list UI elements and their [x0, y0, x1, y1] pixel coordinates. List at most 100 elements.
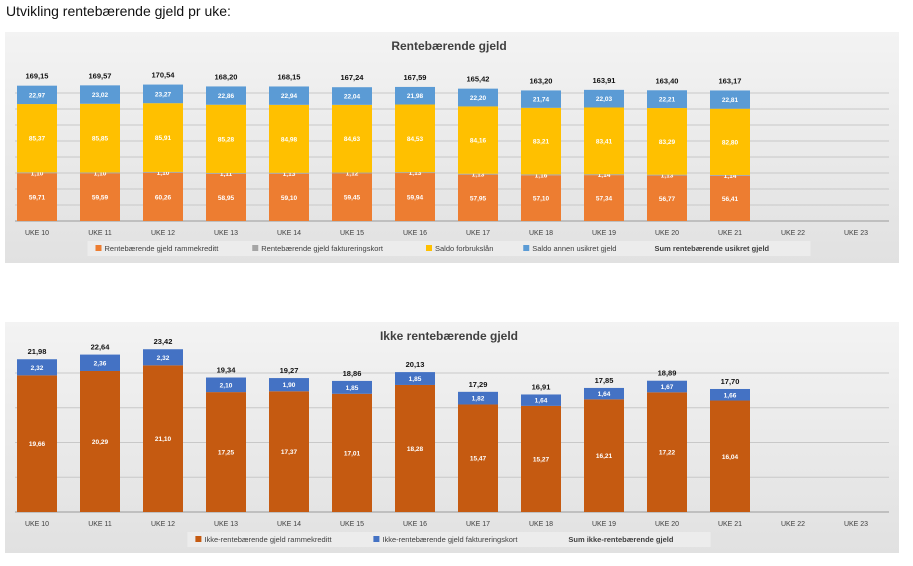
data-label: 23,27 [155, 91, 172, 98]
bar-segment [521, 405, 561, 512]
bar-segment [458, 106, 498, 174]
data-label: 15,27 [533, 456, 550, 463]
x-tick-label: UKE 23 [844, 230, 868, 237]
data-label: 85,91 [155, 135, 172, 142]
x-tick-label: UKE 13 [214, 521, 238, 528]
data-label: 2,32 [31, 365, 44, 372]
data-label: 21,10 [155, 436, 172, 443]
data-label: 1,64 [598, 391, 611, 398]
data-label: 57,95 [470, 195, 487, 202]
total-label: 16,91 [532, 382, 551, 391]
data-label: 1,14 [724, 173, 737, 180]
x-tick-label: UKE 11 [88, 230, 112, 237]
x-tick-label: UKE 18 [529, 521, 553, 528]
data-label: 1,11 [220, 171, 233, 178]
data-label: 17,37 [281, 449, 298, 456]
bar-segment [395, 384, 435, 512]
bar-segment [80, 103, 120, 173]
data-label: 59,71 [29, 195, 46, 202]
bar-segment [206, 172, 246, 174]
bar-segment [206, 377, 246, 393]
x-tick-label: UKE 10 [25, 230, 49, 237]
data-label: 15,47 [470, 456, 487, 463]
legend-swatch [523, 245, 530, 251]
bar-segment [80, 173, 120, 221]
bar-segment [143, 103, 183, 172]
bar-segment [647, 392, 687, 512]
legend-background [87, 241, 811, 256]
data-label: 85,85 [92, 136, 109, 143]
legend-item-ikke-rentebaerende-gjeld-rammekreditt: Ikke-rentebærende gjeld rammekreditt [204, 535, 332, 544]
bar-segment [17, 375, 57, 512]
data-label: 84,63 [344, 136, 361, 143]
total-label: 18,89 [658, 369, 677, 378]
data-label: 18,28 [407, 446, 424, 453]
data-label: 22,03 [596, 96, 613, 103]
data-label: 58,95 [218, 195, 235, 202]
bar-segment [17, 359, 57, 376]
bar-segment [710, 108, 750, 175]
legend-item-saldo-annen-usikret-gjeld: Saldo annen usikret gjeld [532, 244, 616, 253]
bar-segment [80, 354, 120, 371]
x-tick-label: UKE 13 [214, 230, 238, 237]
data-label: 17,25 [218, 450, 235, 457]
data-label: 1,13 [283, 171, 296, 178]
bar-segment [206, 173, 246, 221]
data-label: 59,94 [407, 195, 424, 202]
bar-segment [710, 174, 750, 176]
bar-segment [332, 87, 372, 105]
bar-segment [332, 393, 372, 512]
total-label: 20,13 [406, 360, 425, 369]
data-label: 59,10 [281, 195, 298, 202]
bar-segment [143, 172, 183, 221]
data-label: 22,97 [29, 92, 46, 99]
bar-segment [80, 172, 120, 174]
total-label: 17,70 [721, 377, 740, 386]
total-label: 169,15 [26, 72, 49, 81]
bar-segment [458, 88, 498, 107]
bar-segment [143, 349, 183, 366]
data-label: 16,21 [596, 453, 613, 460]
legend-swatch [95, 245, 102, 251]
x-tick-label: UKE 12 [151, 230, 175, 237]
data-label: 85,37 [29, 136, 46, 143]
x-tick-label: UKE 16 [403, 521, 427, 528]
x-tick-label: UKE 20 [655, 521, 679, 528]
bar-segment [647, 108, 687, 175]
x-tick-label: UKE 21 [718, 230, 742, 237]
chart-rentebaerende-gjeld: Rentebærende gjeld 59,71 1,10 85,37 22,97 169… [5, 32, 899, 263]
x-tick-label: UKE 19 [592, 521, 616, 528]
bar-segment [332, 380, 372, 394]
chart-title: Rentebærende gjeld [391, 39, 506, 53]
chart-title: Ikke rentebærende gjeld [380, 329, 518, 343]
bar-segment [521, 174, 561, 176]
data-label: 1,85 [346, 385, 359, 392]
data-label: 1,85 [409, 376, 422, 383]
data-label: 19,66 [29, 441, 46, 448]
data-label: 1,10 [94, 170, 107, 177]
legend-swatch [195, 536, 202, 542]
x-tick-label: UKE 12 [151, 521, 175, 528]
bar-segment [143, 171, 183, 173]
bar-segment [584, 399, 624, 512]
total-label: 163,40 [656, 76, 679, 85]
total-label: 19,34 [217, 366, 237, 375]
x-tick-label: UKE 17 [466, 230, 490, 237]
data-label: 60,26 [155, 194, 172, 201]
data-label: 22,04 [344, 94, 361, 101]
bar-segment [584, 89, 624, 108]
data-label: 2,32 [157, 355, 170, 362]
bar-segment [710, 400, 750, 512]
data-label: 21,74 [533, 97, 550, 104]
x-tick-label: UKE 23 [844, 521, 868, 528]
data-label: 2,10 [220, 382, 233, 389]
bar-segment [521, 107, 561, 175]
total-label: 167,24 [341, 73, 365, 82]
bar-segment [17, 85, 57, 105]
x-tick-label: UKE 14 [277, 521, 301, 528]
bar-segment [332, 104, 372, 173]
x-tick-label: UKE 10 [25, 521, 49, 528]
x-tick-label: UKE 19 [592, 230, 616, 237]
data-label: 84,53 [407, 136, 424, 143]
bar-segment [458, 174, 498, 221]
